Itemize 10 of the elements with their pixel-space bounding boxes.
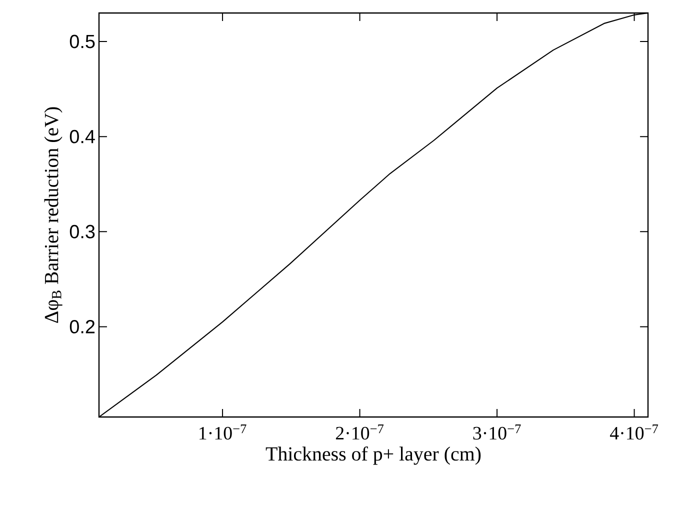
x-axis-title: Thickness of p+ layer (cm) [266,446,481,465]
y-axis-title: Δφ$_{B}$ Barrier reduction (eV) [44,107,62,323]
y-tick-label: 0.3 [70,224,95,238]
x-tick-label: 3·10$^{−7}$ [473,424,521,440]
x-tick-label: 1·10$^{−7}$ [200,424,246,440]
y-tick-label: 0.5 [70,34,95,48]
x-tick-label: 4·10$^{−7}$ [610,424,658,440]
y-tick-label: 0.2 [70,320,95,334]
y-tick-label: 0.4 [70,130,95,144]
x-tick-label: 2·10$^{−7}$ [336,424,384,440]
